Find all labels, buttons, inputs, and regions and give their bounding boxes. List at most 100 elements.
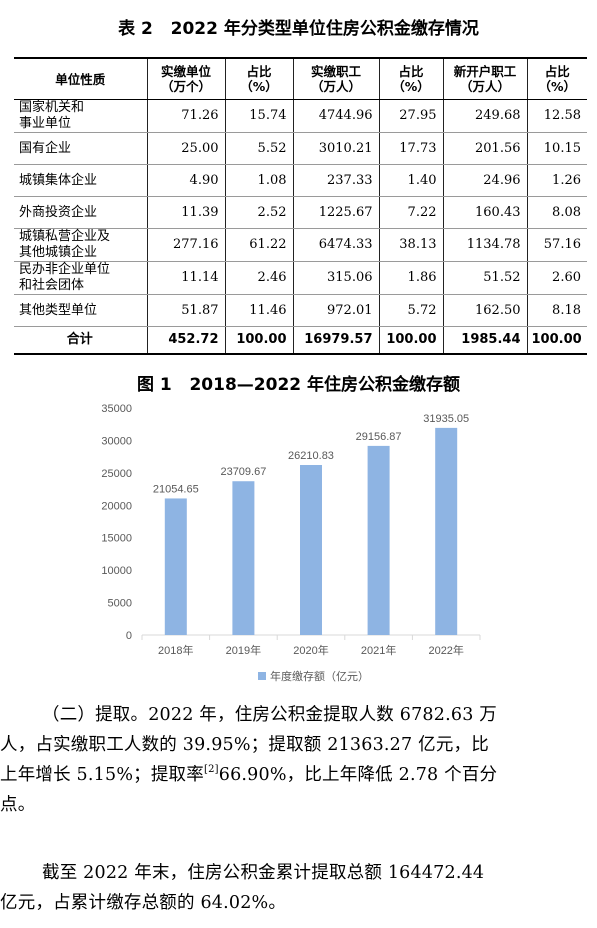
unit-type-cell: 国有企业 <box>14 132 147 165</box>
value-cell: 12.58 <box>526 99 587 133</box>
value-cell: 5.72 <box>378 294 443 327</box>
y-tick-label: 10000 <box>101 565 132 577</box>
unit-type-cell: 民办非企业单位 和社会团体 <box>14 261 147 295</box>
value-cell: 10.15 <box>526 132 587 165</box>
value-cell: 51.52 <box>442 261 527 295</box>
x-tick-label: 2018年 <box>158 643 193 657</box>
value-cell: 1134.78 <box>442 228 527 262</box>
table-total-row: 合计 452.72 100.00 16979.57 100.00 1985.44 100.0… <box>14 326 587 355</box>
table-row: 国有企业 25.00 5.52 3010.21 17.73 201.56 10.15 <box>14 132 587 165</box>
table-row: 城镇集体企业 4.90 1.08 237.33 1.40 24.96 1.26 <box>14 164 587 197</box>
bar <box>300 465 322 635</box>
y-tick-label: 30000 <box>101 435 132 447</box>
value-cell: 1.26 <box>526 164 587 197</box>
value-cell: 25.00 <box>146 132 225 165</box>
value-cell: 2.46 <box>224 261 293 295</box>
value-cell: 57.16 <box>526 228 587 262</box>
value-cell: 2.52 <box>224 196 293 229</box>
column-header: 占比 （%） <box>224 57 293 100</box>
cumulative-withdrawal-paragraph: 截至 2022 年末，住房公积金累计提取总额 164472.44 亿元，占累计缴… <box>0 858 582 918</box>
data-label: 29156.87 <box>356 431 402 443</box>
unit-type-cell: 城镇私营企业及 其他城镇企业 <box>14 228 147 262</box>
paragraph-text: 上年增长 5.15%；提取率 <box>0 765 204 785</box>
unit-type-cell: 国家机关和 事业单位 <box>14 99 147 133</box>
column-header: 占比 （%） <box>378 57 443 100</box>
value-cell: 71.26 <box>146 99 225 133</box>
value-cell: 6474.33 <box>292 228 379 262</box>
paragraph-line: （二）提取。2022 年，住房公积金提取人数 6782.63 万 <box>42 705 497 725</box>
paragraph-line: 截至 2022 年末，住房公积金累计提取总额 164472.44 <box>42 863 485 883</box>
value-cell: 27.95 <box>378 99 443 133</box>
legend-swatch <box>258 672 266 680</box>
value-cell: 1.40 <box>378 164 443 197</box>
total-value-cell: 452.72 <box>146 326 225 355</box>
column-header: 实缴单位 （万个） <box>146 57 225 100</box>
value-cell: 15.74 <box>224 99 293 133</box>
value-cell: 1.86 <box>378 261 443 295</box>
contribution-bar-chart: 0 5000 10000 15000 20000 25000 30000 35000 21054… <box>101 403 481 683</box>
value-cell: 17.73 <box>378 132 443 165</box>
total-value-cell: 1985.44 <box>442 326 527 355</box>
value-cell: 38.13 <box>378 228 443 262</box>
bar <box>164 498 187 635</box>
value-cell: 11.14 <box>146 261 225 295</box>
value-cell: 277.16 <box>146 228 225 262</box>
table-row: 城镇私营企业及 其他城镇企业 277.16 61.22 6474.33 38.13 113… <box>14 228 587 262</box>
value-cell: 24.96 <box>442 164 527 197</box>
data-label: 31935.05 <box>423 413 469 425</box>
bar <box>232 481 255 635</box>
table-row: 其他类型单位 51.87 11.46 972.01 5.72 162.50 8.18 <box>14 294 587 327</box>
value-cell: 1225.67 <box>292 196 379 229</box>
data-label: 23709.67 <box>220 466 266 478</box>
total-value-cell: 16979.57 <box>292 326 379 355</box>
value-cell: 4.90 <box>146 164 225 197</box>
value-cell: 160.43 <box>442 196 527 229</box>
x-tick-label: 2019年 <box>226 643 261 657</box>
value-cell: 11.39 <box>146 196 225 229</box>
y-tick-label: 25000 <box>101 468 132 480</box>
value-cell: 3010.21 <box>292 132 379 165</box>
total-value-cell: 100.00 <box>526 326 587 355</box>
value-cell: 1.08 <box>224 164 293 197</box>
data-label: 26210.83 <box>288 450 334 462</box>
value-cell: 8.08 <box>526 196 587 229</box>
bar <box>367 445 390 635</box>
value-cell: 51.87 <box>146 294 225 327</box>
total-value-cell: 100.00 <box>224 326 293 355</box>
paragraph-line: 人，占实缴职工人数的 39.95%；提取额 21363.27 亿元，比 <box>0 735 489 755</box>
y-tick-label: 5000 <box>108 598 132 610</box>
value-cell: 315.06 <box>292 261 379 295</box>
value-cell: 201.56 <box>442 132 527 165</box>
paragraph-line: 亿元，占累计缴存总额的 64.02%。 <box>0 893 287 913</box>
data-label: 21054.65 <box>153 483 199 495</box>
unit-type-cell: 其他类型单位 <box>14 294 147 327</box>
legend-label: 年度缴存额（亿元） <box>270 669 369 683</box>
column-header: 新开户职工 （万人） <box>442 57 527 100</box>
value-cell: 162.50 <box>442 294 527 327</box>
table-header-row: 单位性质 实缴单位 （万个） 占比 （%） 实缴职工 （万人） 占比 （%） 新开户职工 … <box>14 57 587 100</box>
y-tick-label: 35000 <box>101 403 132 415</box>
paragraph-line: 点。 <box>0 795 36 815</box>
value-cell: 249.68 <box>442 99 527 133</box>
value-cell: 972.01 <box>292 294 379 327</box>
total-label-cell: 合计 <box>14 326 147 355</box>
x-tick-label: 2022年 <box>428 643 463 657</box>
unit-type-cell: 外商投资企业 <box>14 196 147 229</box>
footnote-marker[interactable]: [2] <box>203 764 219 775</box>
value-cell: 2.60 <box>526 261 587 295</box>
paragraph-text: 66.90%，比上年降低 2.78 个百分 <box>218 765 498 785</box>
value-cell: 4744.96 <box>292 99 379 133</box>
column-header: 单位性质 <box>14 57 147 100</box>
value-cell: 7.22 <box>378 196 443 229</box>
column-header: 占比 （%） <box>526 57 587 100</box>
y-tick-label: 20000 <box>101 500 132 512</box>
paragraph-line: 上年增长 5.15%；提取率[2]66.90%，比上年降低 2.78 个百分 <box>0 760 582 790</box>
value-cell: 8.18 <box>526 294 587 327</box>
table-row: 国家机关和 事业单位 71.26 15.74 4744.96 27.95 249.68 12… <box>14 99 587 133</box>
y-tick-label: 0 <box>126 630 132 642</box>
table-row: 外商投资企业 11.39 2.52 1225.67 7.22 160.43 8.08 <box>14 196 587 229</box>
y-tick-label: 15000 <box>101 533 132 545</box>
withdrawal-paragraph: （二）提取。2022 年，住房公积金提取人数 6782.63 万 人，占实缴职工… <box>0 700 582 820</box>
figure-title: 图 1 2018—2022 年住房公积金缴存额 <box>136 375 461 395</box>
value-cell: 5.52 <box>224 132 293 165</box>
